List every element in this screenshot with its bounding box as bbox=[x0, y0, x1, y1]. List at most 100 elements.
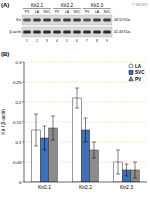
bar bbox=[73, 98, 82, 182]
error-cap bbox=[116, 150, 120, 151]
lane-number: 8 bbox=[96, 39, 98, 43]
legend: LASVC PV bbox=[129, 64, 145, 82]
lane-number: 6 bbox=[76, 39, 78, 43]
error-bar bbox=[43, 126, 47, 150]
error-cap bbox=[92, 158, 96, 159]
error-bar bbox=[34, 114, 38, 146]
tick-label: 0.2 bbox=[15, 100, 22, 105]
error-line bbox=[126, 164, 127, 176]
lane-number: 5 bbox=[66, 39, 68, 43]
band-size: 42-43 KDa bbox=[114, 30, 130, 34]
blot-band bbox=[93, 19, 101, 22]
lane-number: 3 bbox=[46, 39, 48, 43]
blot-band bbox=[83, 31, 91, 34]
panel-label: (A) bbox=[1, 2, 9, 8]
error-cap bbox=[51, 140, 55, 141]
blot-band bbox=[93, 31, 101, 34]
lane-number: 1 bbox=[26, 39, 28, 43]
lane-label: LA bbox=[95, 10, 100, 14]
blot-band bbox=[73, 31, 81, 34]
blot-band bbox=[73, 19, 81, 22]
lane-number: 4 bbox=[56, 39, 58, 43]
blot-band bbox=[83, 19, 91, 22]
band-label: Kir bbox=[16, 18, 21, 22]
error-line bbox=[36, 114, 37, 146]
legend-label: LA bbox=[135, 64, 142, 69]
error-cap bbox=[125, 176, 129, 177]
grid-line bbox=[24, 62, 147, 63]
error-cap bbox=[51, 116, 55, 117]
lane-number: 7 bbox=[86, 39, 88, 43]
band-label: β-actin bbox=[10, 30, 21, 34]
grid-line bbox=[24, 82, 147, 83]
lane-label: SVC bbox=[104, 10, 112, 14]
error-cap bbox=[43, 126, 47, 127]
error-bar bbox=[92, 142, 96, 158]
category-label: Kir2.2 bbox=[79, 184, 92, 190]
error-cap bbox=[84, 142, 88, 143]
error-line bbox=[77, 88, 78, 108]
group-line bbox=[53, 8, 81, 9]
blot-band bbox=[33, 31, 41, 34]
blot-band bbox=[53, 19, 61, 22]
lane-number: 2 bbox=[36, 39, 38, 43]
blot-band bbox=[43, 31, 51, 34]
error-cap bbox=[133, 162, 137, 163]
lane-label: PV bbox=[25, 10, 30, 14]
group-label: Kir2.3 bbox=[91, 3, 103, 8]
blot-band bbox=[23, 31, 31, 34]
tick-label: 0.05 bbox=[13, 160, 22, 165]
axis-label: Kir / β-actin bbox=[0, 109, 6, 135]
error-cap bbox=[116, 174, 120, 175]
error-line bbox=[118, 150, 119, 174]
blot-strip bbox=[22, 27, 112, 37]
lane-label: PV bbox=[85, 10, 90, 14]
blot-band bbox=[103, 31, 111, 34]
error-line bbox=[85, 118, 86, 142]
blot-band bbox=[43, 19, 51, 22]
error-bar bbox=[125, 164, 129, 176]
lane-label: LA bbox=[35, 10, 40, 14]
panel-label: (B) bbox=[1, 51, 9, 57]
blot-band bbox=[53, 31, 61, 34]
error-cap bbox=[75, 88, 79, 89]
blot-band bbox=[63, 19, 71, 22]
error-cap bbox=[125, 164, 129, 165]
group-label: Kir2.2 bbox=[61, 3, 73, 8]
group-label: Kir2.1 bbox=[31, 3, 43, 8]
tick-label: 0.3 bbox=[15, 60, 22, 65]
bars bbox=[32, 88, 140, 182]
legend-label: PV bbox=[135, 77, 142, 82]
tick-label: 0.1 bbox=[15, 140, 22, 145]
error-cap bbox=[75, 108, 79, 109]
error-cap bbox=[133, 178, 137, 179]
lane-number: 9 bbox=[106, 39, 108, 43]
error-bar bbox=[51, 116, 55, 140]
tick-label: 0.15 bbox=[13, 120, 22, 125]
error-cap bbox=[92, 142, 96, 143]
error-line bbox=[135, 162, 136, 178]
lane-label: SVC bbox=[74, 10, 82, 14]
error-line bbox=[94, 142, 95, 158]
error-bar bbox=[84, 118, 88, 142]
tick-label: 0 bbox=[19, 180, 22, 185]
blot-band bbox=[33, 19, 41, 22]
error-line bbox=[53, 116, 54, 140]
error-cap bbox=[34, 146, 38, 147]
category-label: Kir2.3 bbox=[120, 184, 133, 190]
band-size: 48-52 KDa bbox=[114, 18, 130, 22]
grid-line bbox=[24, 102, 147, 103]
tick-label: 0.25 bbox=[13, 80, 22, 85]
legend-label: SVC bbox=[135, 70, 145, 75]
error-bar bbox=[133, 162, 137, 178]
blot-band bbox=[103, 19, 111, 22]
lane-label: SVC bbox=[44, 10, 52, 14]
legend-marker bbox=[129, 64, 133, 68]
blot-band bbox=[23, 19, 31, 22]
group-line bbox=[23, 8, 51, 9]
blot-strip bbox=[22, 15, 112, 25]
error-cap bbox=[34, 114, 38, 115]
error-line bbox=[44, 126, 45, 150]
legend-marker bbox=[129, 77, 133, 81]
figure: (A)© WILEYKir2.1PVLASVCKir2.2PVLASVCKir2… bbox=[0, 0, 150, 198]
